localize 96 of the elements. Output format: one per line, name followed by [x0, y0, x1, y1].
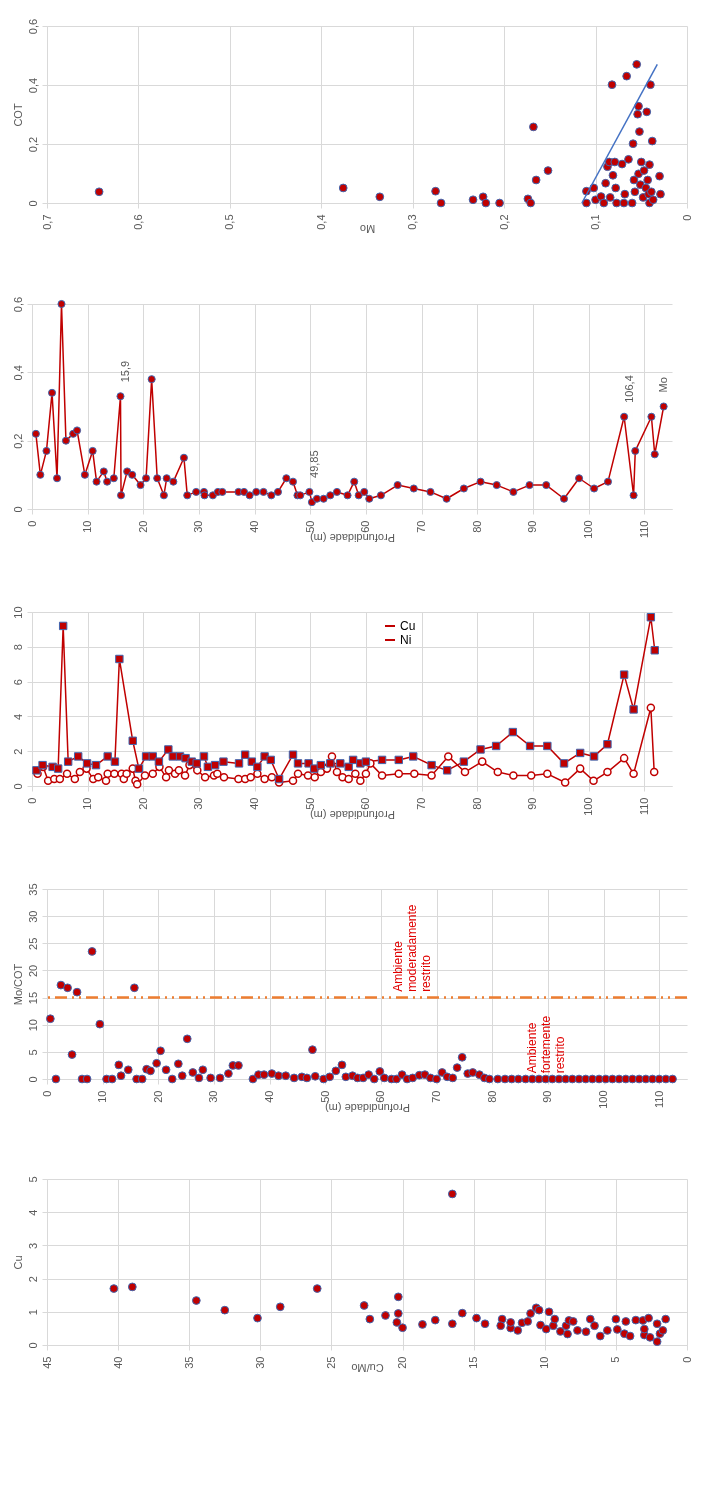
x-tick-label: 35	[182, 1356, 195, 1369]
annotation: 15,9	[119, 360, 132, 383]
x-tick-label: 90	[526, 797, 539, 810]
x-tick-label: 110	[652, 1090, 665, 1109]
y-tick-label: 2	[26, 1276, 39, 1283]
y-tick-label: 3	[26, 1242, 39, 1249]
x-tick-label: 45	[40, 1356, 53, 1369]
x-tick-label: 0	[680, 1356, 693, 1363]
x-tick-label: 0,5	[223, 214, 236, 230]
y-tick-label: 4	[11, 713, 24, 720]
x-tick-label: 0,2	[497, 214, 510, 230]
x-tick-label: 40	[248, 520, 261, 533]
y-tick-label: 0	[26, 1342, 39, 1349]
y-tick-label: 0,2	[11, 433, 24, 449]
x-tick-label: 10	[81, 520, 94, 533]
text: Mo	[656, 377, 669, 393]
x-axis-title: Profundidade (m)	[325, 1101, 410, 1114]
x-tick-label: 50	[303, 797, 316, 810]
x-tick-label: 40	[263, 1090, 276, 1103]
y-tick-label: 0,4	[26, 77, 39, 94]
x-tick-label: 70	[430, 1090, 443, 1103]
legend-label: Cu	[400, 619, 416, 633]
x-tick-label: 40	[111, 1356, 124, 1369]
y-tick-label: 0	[11, 506, 24, 513]
y-axis-title: Mo/COT	[11, 963, 24, 1006]
x-tick-label: 20	[396, 1356, 409, 1369]
y-tick-label: 0	[26, 1076, 39, 1083]
y-tick-label: 1	[26, 1309, 39, 1316]
x-tick-label: 100	[582, 520, 595, 539]
x-tick-label: 80	[485, 1090, 498, 1103]
y-axis-title: Cu	[11, 1255, 24, 1270]
x-tick-label: 10	[538, 1356, 551, 1369]
x-tick-label: 60	[359, 797, 372, 810]
x-tick-label: 0,6	[131, 214, 144, 230]
y-axis-title: COT	[11, 103, 24, 127]
y-tick-label: 0,6	[26, 18, 39, 35]
x-tick-label: 110	[637, 797, 650, 816]
y-tick-label: 0	[11, 783, 24, 790]
x-tick-label: 25	[324, 1356, 337, 1369]
y-tick-label: 5	[26, 1049, 39, 1056]
x-tick-label: 20	[136, 797, 149, 810]
x-tick-label: 60	[359, 520, 372, 533]
x-tick-label: 100	[582, 797, 595, 816]
x-tick-label: 0	[40, 1090, 53, 1097]
y-tick-label: 10	[11, 606, 24, 619]
x-tick-label: 0,3	[406, 214, 419, 230]
x-tick-label: 0,4	[314, 214, 327, 230]
y-tick-label: 0,2	[26, 136, 39, 153]
x-tick-label: 80	[470, 797, 483, 810]
x-tick-label: 100	[597, 1090, 610, 1109]
y-tick-label: 8	[11, 644, 24, 651]
x-tick-label: 50	[303, 520, 316, 533]
x-tick-label: 0,1	[589, 214, 602, 230]
x-tick-label: 90	[526, 520, 539, 533]
x-tick-label: 110	[637, 520, 650, 539]
y-tick-label: 5	[26, 1176, 39, 1183]
x-tick-label: 5	[609, 1356, 622, 1363]
x-axis-title: Mo	[359, 222, 376, 235]
x-tick-label: 70	[415, 797, 428, 810]
x-tick-label: 80	[470, 520, 483, 533]
x-tick-label: 70	[415, 520, 428, 533]
y-tick-label: 20	[26, 964, 39, 978]
x-axis-title: Profundidade (m)	[310, 808, 395, 821]
annotation: 106,4	[623, 375, 636, 403]
y-tick-label: 0	[26, 200, 39, 207]
x-tick-label: 30	[253, 1356, 266, 1369]
x-tick-label: 20	[151, 1090, 164, 1103]
y-tick-label: 2	[11, 748, 24, 755]
x-tick-label: 0	[680, 214, 693, 221]
x-tick-label: 0,7	[40, 214, 53, 230]
y-tick-label: 35	[26, 883, 39, 896]
y-tick-label: 4	[26, 1209, 39, 1216]
legend-label: Ni	[400, 633, 412, 647]
y-tick-label: 25	[26, 937, 39, 950]
y-tick-label: 10	[26, 1019, 39, 1032]
annotation: Ambiente fortemente restrito	[525, 1015, 567, 1074]
x-tick-label: 30	[207, 1090, 220, 1103]
x-tick-label: 30	[192, 797, 205, 810]
x-axis-title: Profundidade (m)	[310, 531, 395, 544]
x-tick-label: 10	[81, 797, 94, 810]
y-tick-label: 0,4	[11, 365, 24, 381]
y-tick-label: 30	[26, 910, 39, 923]
x-tick-label: 20	[136, 520, 149, 533]
y-tick-label: 6	[11, 679, 24, 686]
annotation: Ambiente moderadamente restrito	[390, 904, 433, 992]
y-tick-label: 0,6	[11, 296, 24, 313]
x-tick-label: 90	[541, 1090, 554, 1103]
annotation: 49,85	[308, 450, 321, 478]
x-tick-label: 50	[318, 1090, 331, 1103]
x-tick-label: 30	[192, 520, 205, 533]
x-tick-label: 15	[467, 1356, 480, 1369]
x-tick-label: 10	[96, 1090, 109, 1103]
y-tick-label: 15	[26, 991, 39, 1005]
x-tick-label: 60	[374, 1090, 387, 1103]
x-tick-label: 40	[248, 797, 261, 810]
x-axis-title: Cu/Mo	[351, 1361, 384, 1374]
